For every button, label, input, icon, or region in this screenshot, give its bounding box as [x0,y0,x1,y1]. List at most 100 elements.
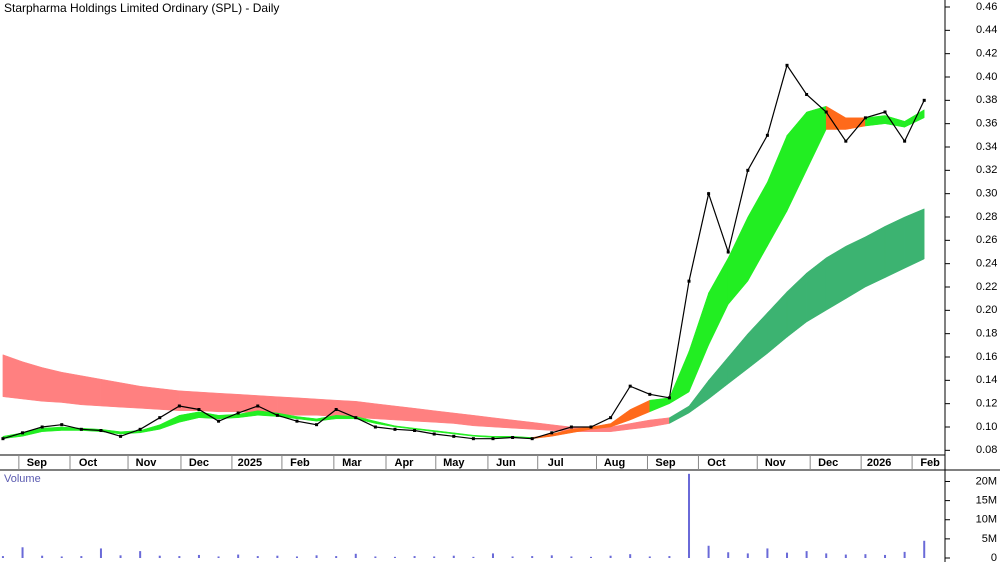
x-tick-label: Feb [290,457,310,469]
x-tick-label: May [443,457,465,469]
price-point [334,408,338,411]
price-point [883,110,887,114]
price-point [824,110,828,114]
volume-bar [178,556,181,558]
price-point [609,416,613,420]
volume-bar [648,556,651,558]
price-point [707,192,711,196]
price-point [648,392,652,396]
volume-bar [433,556,436,558]
ribbon [218,392,239,413]
ribbon [139,385,161,410]
volume-bar [41,555,44,558]
volume-bar [688,473,691,558]
volume-bar [903,551,906,558]
volume-bar [119,555,122,558]
y-tick-label: 0.32 [976,164,997,176]
volume-bar [825,553,828,558]
volume-bar [60,556,63,558]
y-tick-label: 15M [976,495,997,507]
price-point [79,427,83,431]
volume-bar [511,556,514,558]
volume-bar [472,556,475,558]
ribbon [41,367,62,403]
volume-bar [256,556,259,558]
price-point [687,279,691,283]
y-tick-label: 0.18 [976,328,997,340]
price-point [511,436,515,439]
y-tick-label: 5M [982,533,997,545]
y-tick-label: 0.30 [976,188,997,200]
volume-bar [727,552,730,558]
price-point [138,427,142,431]
x-tick-label: Jun [496,457,516,469]
ribbon [81,375,102,407]
volume-bar [315,555,318,558]
ribbon [61,371,82,406]
volume-bar [570,556,573,558]
x-tick-label: Oct [79,457,98,469]
volume-title: Volume [4,473,41,485]
price-point [119,434,123,438]
ribbon [296,397,317,416]
volume-bar [21,547,24,558]
price-point [903,139,907,143]
x-tick-label: Dec [189,457,209,469]
volume-bar [629,554,632,558]
ribbon [2,354,23,400]
ribbon [316,398,337,417]
price-point [354,416,358,420]
volume-bar [237,554,240,558]
x-tick-label: 2025 [238,457,262,469]
price-point [315,423,319,427]
ribbon [237,394,259,414]
price-point [413,429,417,432]
ribbon [277,396,298,416]
volume-bar [452,555,455,558]
volume-bar [217,556,220,558]
ribbon [453,412,474,427]
ribbon [394,405,415,422]
volume-bar [197,554,200,558]
price-line [2,63,925,440]
y-tick-label: 20M [976,475,997,487]
price-point [295,419,299,423]
x-tick-label: Sep [27,457,47,469]
ribbon [335,399,357,418]
price-point [844,139,848,143]
price-point [60,423,64,427]
chart-title: Starpharma Holdings Limited Ordinary (SP… [4,1,279,15]
ribbon [355,401,376,420]
price-point [373,425,377,429]
volume-bar [844,554,847,558]
price-point [158,416,162,420]
price-point [589,425,593,429]
x-tick-label: Dec [818,457,838,469]
price-point [530,437,534,441]
price-point [863,116,867,120]
volume-bar [550,555,553,558]
y-tick-label: 0.40 [976,71,997,83]
price-point [922,98,926,102]
x-tick-label: Mar [342,457,362,469]
volume-bar [786,552,789,558]
price-point [550,431,554,435]
volume-bar [295,556,298,558]
price-point [236,411,240,415]
ribbon [375,403,396,421]
volume-bar [864,554,867,558]
price-point [177,404,181,408]
y-tick-label: 0.24 [976,258,997,270]
volume-bar [335,556,338,558]
volume-bar [276,555,279,558]
price-point [628,384,632,388]
volume-bar [413,556,416,558]
x-tick-label: 2026 [867,457,891,469]
y-tick-label: 0.12 [976,398,997,410]
volume-bar [139,551,142,558]
y-tick-label: 0.22 [976,281,997,293]
price-point [217,419,221,423]
ribbon [100,378,121,408]
price-point [726,250,730,254]
